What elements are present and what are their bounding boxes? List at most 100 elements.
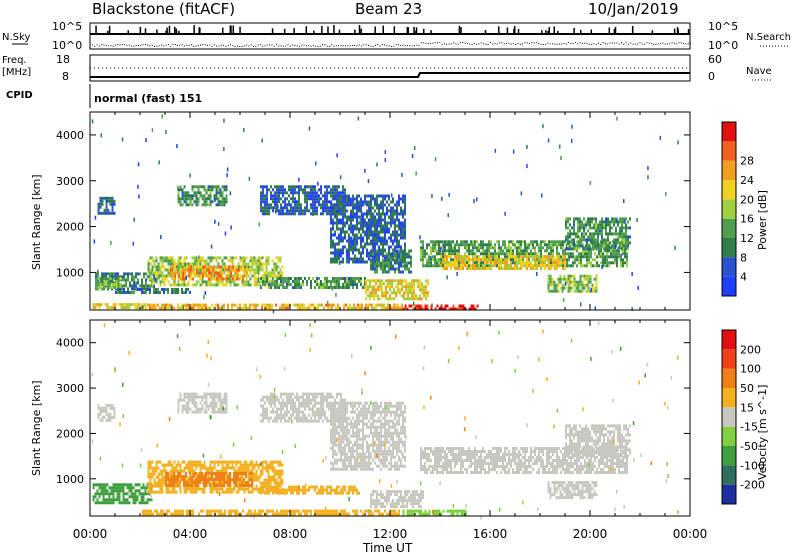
data-cell xyxy=(378,255,380,259)
data-cell xyxy=(94,483,97,487)
data-cell xyxy=(420,258,422,262)
data-cell xyxy=(342,185,344,189)
data-cell xyxy=(183,200,186,204)
data-cell xyxy=(280,188,282,192)
data-cell xyxy=(406,255,408,259)
data-cell xyxy=(438,261,440,265)
nsearch-point xyxy=(354,45,356,47)
data-cell xyxy=(125,278,127,282)
data-cell xyxy=(205,191,208,195)
data-cell xyxy=(199,185,202,189)
data-cell xyxy=(350,215,352,219)
noise-cell xyxy=(97,269,99,274)
data-cell xyxy=(262,200,264,204)
data-cell xyxy=(188,271,190,275)
data-cell xyxy=(572,252,574,256)
data-cell xyxy=(197,306,199,310)
data-cell xyxy=(372,212,374,216)
data-cell xyxy=(617,235,619,239)
data-cell xyxy=(183,185,186,189)
data-cell xyxy=(380,227,382,231)
data-cell xyxy=(627,244,629,248)
data-cell xyxy=(246,274,248,278)
data-cell xyxy=(138,483,141,487)
data-cell xyxy=(569,277,572,281)
data-cell xyxy=(378,236,380,240)
data-cell xyxy=(356,239,358,243)
data-cell xyxy=(141,281,143,285)
data-cell xyxy=(556,267,558,270)
data-cell xyxy=(426,243,428,247)
data-cell xyxy=(265,256,268,260)
data-cell xyxy=(354,277,356,280)
data-cell xyxy=(448,307,451,311)
data-cell xyxy=(219,203,222,207)
data-cell xyxy=(119,286,122,289)
data-cell xyxy=(159,283,162,287)
data-cell xyxy=(424,304,427,308)
data-cell xyxy=(572,261,574,265)
noise-cell xyxy=(335,292,337,297)
data-cell xyxy=(500,264,502,267)
data-cell xyxy=(270,185,272,189)
data-cell xyxy=(312,203,314,207)
data-cell xyxy=(101,281,103,285)
data-cell xyxy=(580,261,582,265)
data-cell xyxy=(402,215,404,219)
data-cell xyxy=(117,280,120,283)
data-cell xyxy=(201,487,204,491)
data-cell xyxy=(265,306,267,310)
data-cell xyxy=(374,264,376,268)
data-cell xyxy=(221,265,224,269)
data-cell xyxy=(466,240,468,244)
data-cell xyxy=(106,498,109,502)
data-cell xyxy=(522,258,524,262)
data-cell xyxy=(209,188,212,192)
data-cell xyxy=(378,248,380,252)
data-cell xyxy=(444,255,446,258)
data-cell xyxy=(322,209,324,213)
data-cell xyxy=(391,306,393,310)
data-cell xyxy=(257,268,260,272)
data-cell xyxy=(125,284,127,288)
data-cell xyxy=(605,223,607,227)
noise-cell xyxy=(357,116,360,121)
data-cell xyxy=(173,291,175,294)
data-cell xyxy=(554,240,556,244)
data-cell xyxy=(189,197,192,201)
data-cell xyxy=(200,277,202,281)
data-cell xyxy=(506,264,508,267)
data-cell xyxy=(417,285,419,289)
data-cell xyxy=(532,264,534,267)
data-cell xyxy=(157,478,160,482)
data-cell xyxy=(510,261,512,264)
nsearch-point xyxy=(687,43,689,45)
data-cell xyxy=(460,258,462,261)
data-cell xyxy=(402,260,404,264)
data-cell xyxy=(171,274,174,278)
data-cell xyxy=(419,285,421,289)
data-cell xyxy=(476,267,478,270)
nsearch-point xyxy=(280,45,282,47)
data-cell xyxy=(218,271,220,275)
data-cell xyxy=(234,274,236,278)
data-cell xyxy=(573,244,575,248)
data-cell xyxy=(398,203,400,207)
data-cell xyxy=(544,267,546,270)
data-cell xyxy=(226,274,228,278)
data-cell xyxy=(466,261,468,265)
data-cell xyxy=(134,489,137,493)
data-cell xyxy=(456,252,458,256)
data-cell xyxy=(486,255,488,259)
data-cell xyxy=(522,255,524,258)
data-cell xyxy=(390,264,392,268)
data-cell xyxy=(520,252,522,256)
data-cell xyxy=(207,466,210,470)
data-cell xyxy=(208,268,210,272)
data-cell xyxy=(301,306,303,310)
data-cell xyxy=(536,267,538,270)
data-cell xyxy=(370,261,372,265)
data-cell xyxy=(97,277,100,280)
data-cell xyxy=(370,249,372,253)
data-cell xyxy=(310,212,312,216)
